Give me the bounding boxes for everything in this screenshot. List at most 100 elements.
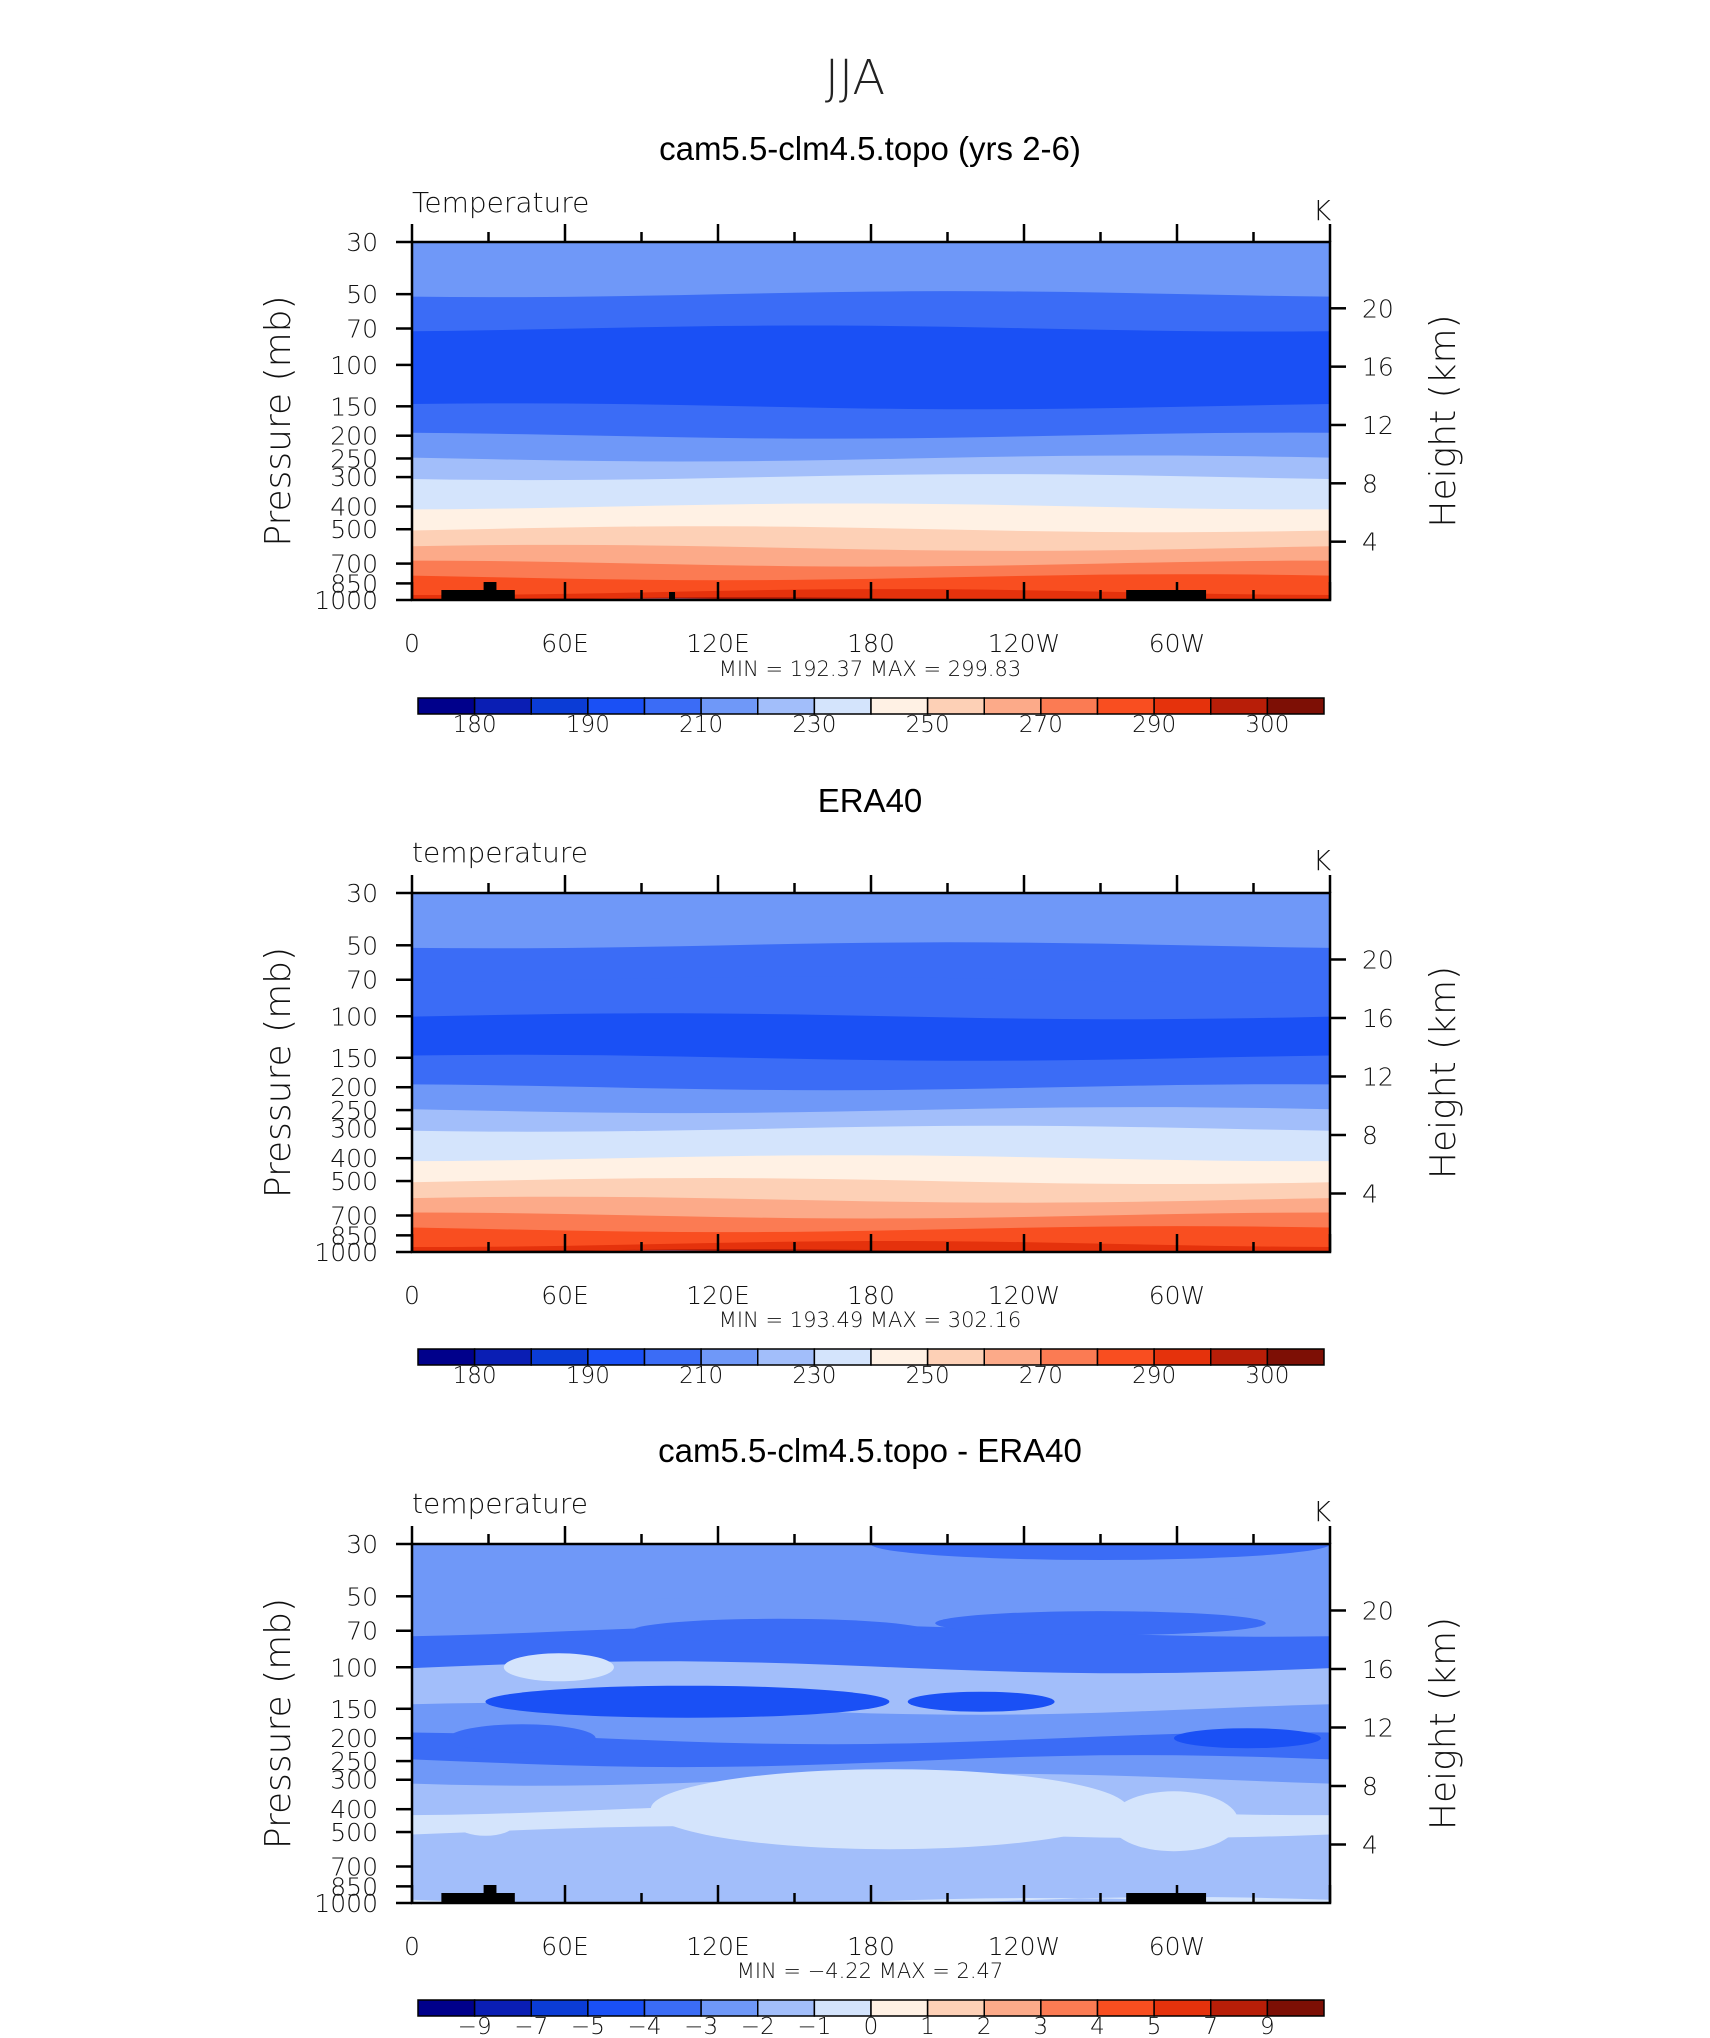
y-tick-label: 250 [330,444,378,473]
colorbar-label: 190 [566,1363,610,1389]
y-tick-label: 200 [330,422,378,451]
y-tick-label: 1000 [314,1889,378,1918]
y-tick-label: 700 [330,1852,378,1881]
minmax-text: MIN = −4.22 MAX = 2.47 [737,1959,1004,1983]
colorbar-box [870,1999,929,2017]
contour-band [412,325,1330,369]
contour-band [412,1212,1330,1234]
colorbar-label: −7 [514,2014,548,2038]
y2-tick-label: 4 [1362,1830,1378,1859]
plot-area [412,242,1330,600]
colorbar-box [1096,1999,1155,2017]
contour-band [412,1860,1330,1894]
contour-band [412,893,1330,950]
colorbar-label: 180 [453,712,497,738]
colorbar-label: −5 [571,2014,605,2038]
colorbar-box [1266,1999,1325,2017]
y-tick-label: 300 [330,1766,378,1795]
y-tick-label: 400 [330,492,378,521]
y2-tick-label: 20 [1362,294,1394,323]
topography-mask [669,592,676,600]
x-tick-label: 120W [988,1932,1060,1961]
variable-label: temperature [412,1487,588,1520]
contour-band [412,1155,1330,1186]
contour-band [412,1054,1330,1092]
contour-band [412,942,1330,984]
colorbar-label: 300 [1245,712,1289,738]
y-tick-label: 700 [330,550,378,579]
y-tick-label: 250 [330,1096,378,1125]
plot-area [412,1544,1330,1903]
contour-blob [907,1691,1055,1712]
topography-mask [441,590,515,600]
y2-tick-label: 8 [1362,1772,1378,1801]
y-tick-label: 150 [330,1044,378,1073]
contour-band [412,544,1330,568]
contour-blob [1173,1728,1321,1749]
contour-band [412,432,1330,463]
y2-tick-label: 16 [1362,1655,1394,1684]
x-tick-label: 120W [988,629,1060,658]
y-tick-label: 30 [346,228,378,257]
y2-tick-label: 12 [1362,1713,1394,1742]
y-tick-label: 150 [330,1695,378,1724]
colorbar-label: 5 [1147,2014,1162,2038]
topography-mask [1126,1893,1207,1903]
y-tick-label: 850 [330,1872,378,1901]
colorbar-label: 250 [906,1363,950,1389]
x-tick-label: 180 [847,1281,895,1310]
y2-tick-label: 4 [1362,528,1378,557]
colorbar-box [983,1999,1042,2017]
page-title: JJA [825,50,885,106]
y-tick-label: 500 [330,515,378,544]
contour-band [412,403,1330,440]
variable-label: temperature [412,836,588,869]
minmax-text: MIN = 193.49 MAX = 302.16 [719,1308,1021,1332]
contour-blob [1109,1791,1239,1852]
colorbar-label: 4 [1090,2014,1105,2038]
x-tick-label: 120E [686,629,750,658]
y-tick-label: 850 [330,569,378,598]
contour-blob [457,1815,513,1836]
colorbar-label: 210 [679,712,723,738]
contour-band [412,1196,1330,1220]
panels: cam5.5-clm4.5.topo (yrs 2-6) Temperature K… [258,130,1464,2038]
contour-band [412,455,1330,482]
topography-mask [1126,590,1207,600]
colorbar-label: 270 [1019,712,1063,738]
y-tick-label: 1000 [314,586,378,615]
x-tick-label: 60W [1149,1281,1206,1310]
plot-area [412,893,1330,1252]
colorbar-label: −3 [684,2014,718,2038]
contour-band [412,1226,1330,1240]
units-label: K [1313,1495,1332,1528]
contour-band [412,503,1330,534]
x-tick-label: 60E [541,1281,589,1310]
x-tick-label: 0 [404,1281,420,1310]
colorbar-label: 1 [920,2014,935,2038]
contour-band [412,1084,1330,1115]
y-tick-label: 250 [330,1747,378,1776]
y-tick-label: 100 [330,1653,378,1682]
y2-tick-label: 12 [1362,411,1394,440]
contour-band [412,574,1330,588]
y-tick-label: 70 [346,315,378,344]
y-tick-label: 30 [346,1530,378,1559]
y-tick-label: 50 [346,1582,378,1611]
contour-band [412,560,1330,582]
colorbar-box [1040,1999,1099,2017]
x-tick-label: 60E [541,1932,589,1961]
colorbar-box [1266,1348,1325,1366]
y-tick-label: 50 [346,931,378,960]
contour-band [412,976,1330,1021]
y2-tick-label: 20 [1362,945,1394,974]
x-tick-label: 120W [988,1281,1060,1310]
x-tick-label: 60E [541,629,589,658]
y2-tick-label: 8 [1362,1121,1378,1150]
y-tick-label: 200 [330,1073,378,1102]
x-tick-label: 60W [1149,1932,1206,1961]
y2-axis-title: Height (km) [1423,1617,1464,1830]
contour-blob [503,1653,614,1682]
contour-band [412,1013,1330,1062]
colorbar-box [1153,1999,1212,2017]
